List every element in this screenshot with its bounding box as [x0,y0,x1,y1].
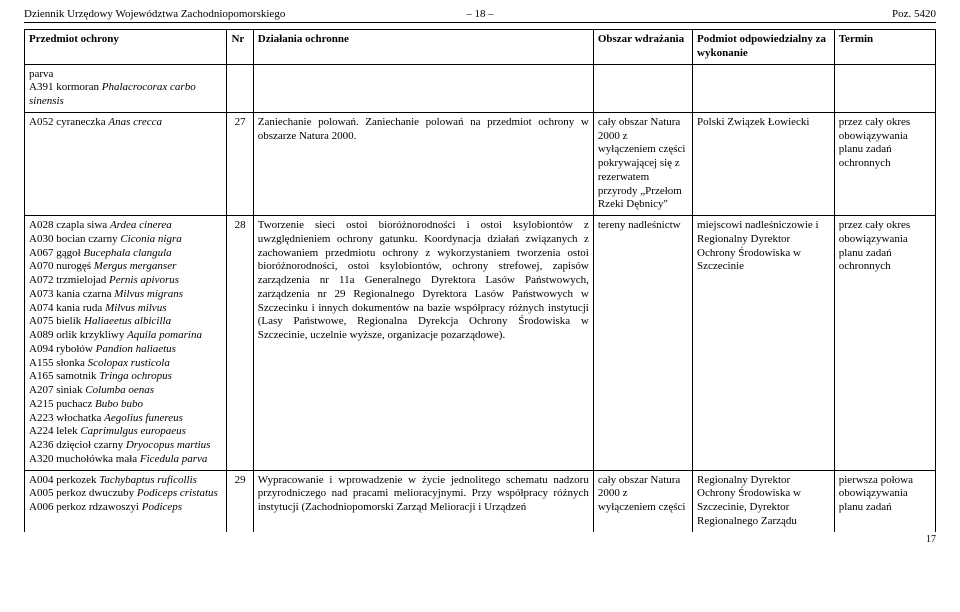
species-latin: Caprimulgus europaeus [80,425,186,437]
subject-cell: A004 perkozek Tachybaptus ruficollisA005… [25,470,227,532]
subject-cell: A052 cyraneczka Anas crecca [25,112,227,215]
species-latin: Bubo bubo [95,398,143,410]
header-right: Poz. 5420 [510,8,936,20]
species-latin: Haliaeetus albicilla [84,315,171,327]
subject-cell: A028 czapla siwa Ardea cinerea A030 bocia… [25,216,227,471]
species-latin: Podiceps cristatus [137,487,218,499]
area-cell [593,64,692,112]
species-latin: Ficedula parva [140,453,208,465]
action-cell: Zaniechanie polowań. Zaniechanie polowań… [253,112,593,215]
header-left: Dziennik Urzędowy Województwa Zachodniop… [24,8,450,20]
species-pre: A089 orlik krzykliwy [29,329,127,341]
species-pre: A094 rybołów [29,343,96,355]
species-latin: Scolopax rusticola [88,357,170,369]
species-pre: A072 trzmielojad [29,274,109,286]
species-latin: Columba oenas [85,384,154,396]
species-pre: A155 słonka [29,357,88,369]
species-latin: Aegolius funereus [104,412,183,424]
resp-cell [693,64,835,112]
subject-cell: parva A391 kormoran Phalacrocorax carbo … [25,64,227,112]
species-pre: A320 muchołówka mała [29,453,140,465]
resp-cell: Polski Związek Łowiecki [693,112,835,215]
col-area: Obszar wdrażania [593,30,692,65]
col-action: Działania ochronne [253,30,593,65]
page-number: 17 [24,532,936,545]
col-subject: Przedmiot ochrony [25,30,227,65]
species-pre: A005 perkoz dwuczuby [29,487,137,499]
species-latin: Ciconia nigra [120,233,181,245]
species-pre: A075 bielik [29,315,84,327]
area-cell: cały obszar Natura 2000 z wyłączeniem cz… [593,112,692,215]
term-cell: przez cały okres obowiązywania planu zad… [834,216,935,471]
species-pre: A074 kania ruda [29,302,105,314]
species-latin: Ardea cinerea [110,219,172,231]
col-resp: Podmiot odpowiedzialny za wykonanie [693,30,835,65]
resp-cell: miejscowi nadleśniczowie i Regionalny Dy… [693,216,835,471]
table-row: A052 cyraneczka Anas crecca 27 Zaniechan… [25,112,936,215]
page: Dziennik Urzędowy Województwa Zachodniop… [0,0,960,545]
table-header-row: Przedmiot ochrony Nr Działania ochronne … [25,30,936,65]
table-row: A004 perkozek Tachybaptus ruficollisA005… [25,470,936,532]
species-pre: A004 perkozek [29,474,99,486]
species-latin: Milvus milvus [105,302,166,314]
species-latin: Mergus merganser [94,260,177,272]
species-latin: Podiceps [142,501,182,513]
species-pre: A215 puchacz [29,398,95,410]
term-cell: pierwsza połowa obowiązywania planu zada… [834,470,935,532]
action-cell: Wypracowanie i wprowadzenie w życie jedn… [253,470,593,532]
species-latin: Milvus migrans [114,288,183,300]
species-pre: A030 bocian czarny [29,233,120,245]
nr-cell: 29 [227,470,253,532]
nr-cell: 27 [227,112,253,215]
species-pre: A236 dzięcioł czarny [29,439,126,451]
species-pre: A067 gągoł [29,247,83,259]
species-latin: Bucephala clangula [83,247,171,259]
species-pre: A223 włochatka [29,412,104,424]
species-pre: A165 samotnik [29,370,99,382]
protection-table: Przedmiot ochrony Nr Działania ochronne … [24,29,936,532]
running-header: Dziennik Urzędowy Województwa Zachodniop… [24,8,936,23]
term-cell [834,64,935,112]
area-cell: tereny nadleśnictw [593,216,692,471]
species-latin: Pandion haliaetus [96,343,176,355]
term-cell: przez cały okres obowiązywania planu zad… [834,112,935,215]
species-plain: parva [29,68,53,80]
species-latin: Anas crecca [108,116,162,128]
area-cell: cały obszar Natura 2000 z wyłączeniem cz… [593,470,692,532]
species-pre: A207 siniak [29,384,85,396]
species-pre: A006 perkoz rdzawoszyi [29,501,142,513]
header-center: – 18 – [450,8,510,20]
species-pre: A052 cyraneczka [29,116,108,128]
col-term: Termin [834,30,935,65]
row-carryover: parva A391 kormoran Phalacrocorax carbo … [25,64,936,112]
species-latin: Dryocopus martius [126,439,211,451]
species-pre: A070 nurogęś [29,260,94,272]
species-pre: A224 lelek [29,425,80,437]
species-latin: Tringa ochropus [99,370,172,382]
action-cell [253,64,593,112]
species-pre: A391 kormoran [29,81,102,93]
table-row: A028 czapla siwa Ardea cinerea A030 bocia… [25,216,936,471]
species-pre: A028 czapla siwa [29,219,110,231]
species-latin: Aquila pomarina [127,329,202,341]
col-nr: Nr [227,30,253,65]
species-latin: Pernis apivorus [109,274,179,286]
resp-cell: Regionalny Dyrektor Ochrony Środowiska w… [693,470,835,532]
species-pre: A073 kania czarna [29,288,114,300]
species-latin: Tachybaptus ruficollis [99,474,197,486]
action-cell: Tworzenie sieci ostoi bioróżnorodności i… [253,216,593,471]
nr-cell: 28 [227,216,253,471]
nr-cell [227,64,253,112]
